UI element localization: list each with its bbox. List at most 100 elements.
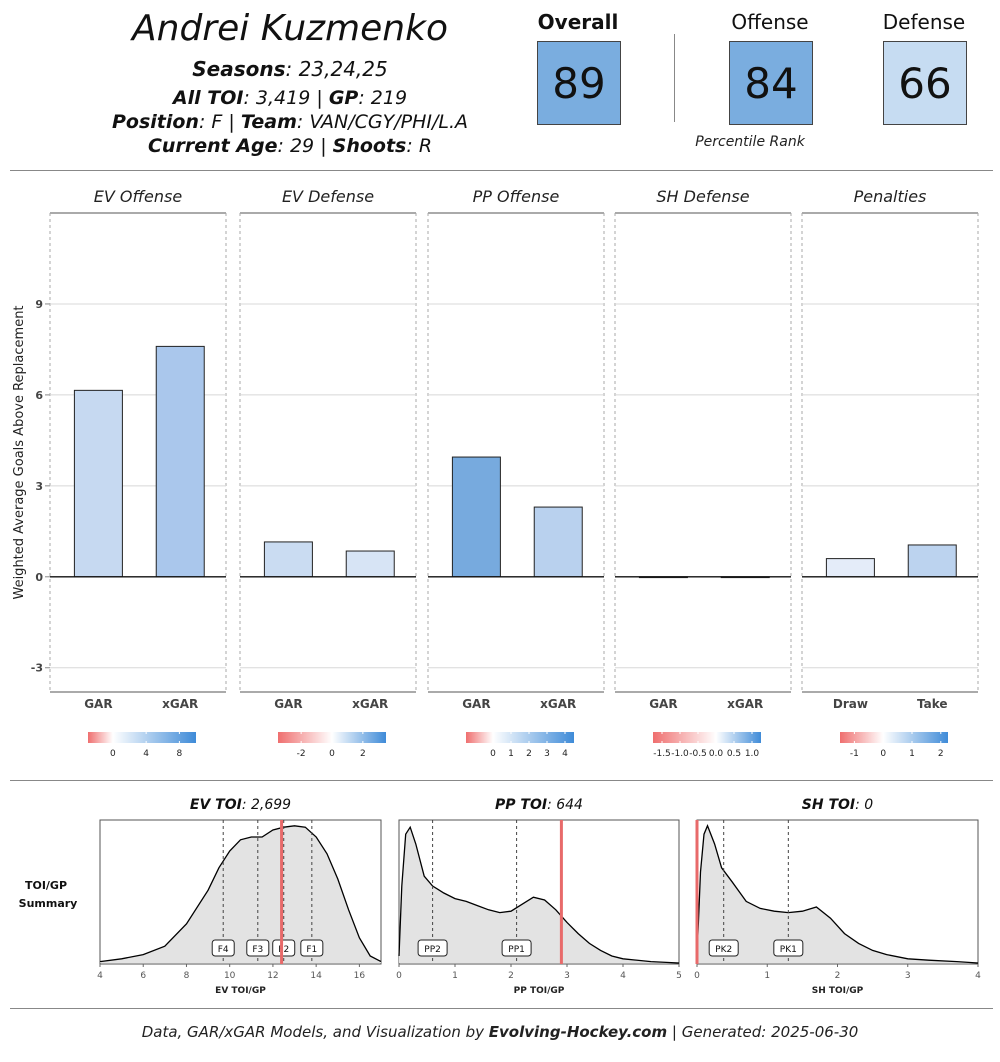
- gp-label: GP: [328, 87, 359, 109]
- marker-label: F3: [252, 945, 263, 955]
- x-tick-label: 3: [905, 971, 911, 981]
- marker-label-box: [417, 939, 448, 957]
- x-tick-label: 4: [975, 971, 981, 981]
- y-tick-label: 6: [35, 389, 43, 402]
- marker-label-box: [272, 939, 296, 957]
- y-tick-label: 3: [35, 480, 43, 493]
- bar-gar: [263, 541, 313, 578]
- legend-bar: [88, 732, 196, 743]
- legend-tick-label: 4: [143, 749, 149, 759]
- bar-take: [907, 544, 957, 578]
- offense-score: 84: [729, 41, 813, 125]
- age-value: 29: [289, 135, 315, 157]
- bar-xgar: [345, 550, 395, 578]
- seasons-line: Seasons: 23,24,25: [192, 57, 388, 81]
- x-axis-label: SH TOI/GP: [812, 986, 864, 996]
- bar-xgar: [155, 345, 205, 578]
- legend-tick-label: 1.0: [745, 749, 760, 759]
- x-tick-label: GAR: [84, 697, 112, 711]
- marker-label: F1: [306, 945, 317, 955]
- x-tick-label: Take: [917, 697, 948, 711]
- position-value: F: [211, 111, 223, 133]
- x-tick-label: GAR: [649, 697, 677, 711]
- density-line: [696, 824, 979, 964]
- toi-value: 3,419: [255, 87, 311, 109]
- legend-tick-label: -2: [297, 749, 306, 759]
- bar-gar: [451, 456, 501, 578]
- x-tick-label: xGAR: [162, 697, 198, 711]
- x-tick-label: 2: [508, 971, 514, 981]
- x-tick-label: 0: [396, 971, 402, 981]
- toi-label: All TOI: [172, 87, 244, 109]
- divider-bottom: [10, 1008, 993, 1009]
- x-axis-label: PP TOI/GP: [514, 986, 565, 996]
- density-area: [399, 827, 679, 963]
- marker-label: PK1: [780, 945, 797, 955]
- separator: |: [320, 135, 327, 157]
- score-divider: [674, 34, 675, 122]
- offense-title: Offense: [731, 10, 809, 34]
- gp-value: 219: [370, 87, 408, 109]
- panel-title: EV Defense: [282, 187, 374, 206]
- y-tick-label: -3: [31, 662, 43, 675]
- divider-middle: [10, 780, 993, 781]
- x-tick-label: xGAR: [540, 697, 576, 711]
- separator: |: [228, 111, 235, 133]
- legend-tick-label: -0.5: [689, 749, 707, 759]
- legend-tick-label: 0: [329, 749, 335, 759]
- density-line: [99, 825, 382, 963]
- legend-tick-label: 0: [880, 749, 886, 759]
- panel-title: PP Offense: [473, 187, 560, 206]
- marker-label-box: [246, 939, 270, 957]
- x-tick-label: 1: [452, 971, 458, 981]
- legend-tick-label: 0: [490, 749, 496, 759]
- x-tick-label: 3: [564, 971, 570, 981]
- legend-bar: [278, 732, 386, 743]
- legend-tick-label: 4: [562, 749, 568, 759]
- density-area: [100, 825, 381, 963]
- panel-title: EV Offense: [94, 187, 183, 206]
- y-tick-label: 0: [35, 571, 43, 584]
- overall-title: Overall: [537, 10, 619, 34]
- x-tick-label: GAR: [462, 697, 490, 711]
- gar-panel-pp-offense: PP Offense GAR xGAR 0 1 2 3 4: [427, 187, 605, 759]
- marker-label-box: [300, 939, 324, 957]
- legend-tick-label: 1: [909, 749, 915, 759]
- legend-bar: [840, 732, 948, 743]
- gar-panel-ev-defense: EV Defense GAR xGAR -2 0 2: [239, 187, 417, 759]
- toi-panel-ev-toi: EV TOI: 2,699 F4 F3 F2 F1 4 6 8 10 12 14 16 EV TOI/G…: [97, 797, 382, 996]
- bar-gar: [73, 389, 123, 578]
- percentile-rank-note: Percentile Rank: [695, 134, 805, 150]
- age-line: Current Age: 29 | Shoots: R: [147, 135, 433, 157]
- x-tick-label: 16: [354, 971, 366, 981]
- x-tick-label: 1: [764, 971, 770, 981]
- x-tick-label: 4: [97, 971, 103, 981]
- density-line: [398, 825, 680, 964]
- legend-tick-label: 2: [938, 749, 944, 759]
- age-label: Current Age: [147, 135, 278, 157]
- legend-bar: [653, 732, 761, 743]
- marker-label-box: [211, 939, 235, 957]
- x-tick-label: 12: [267, 971, 278, 981]
- legend-tick-label: 3: [544, 749, 550, 759]
- marker-label: PP1: [508, 945, 525, 955]
- legend-tick-label: 8: [177, 749, 183, 759]
- panel-title: Penalties: [854, 187, 927, 206]
- x-tick-label: 14: [310, 971, 322, 981]
- x-tick-label: 10: [224, 971, 236, 981]
- legend-tick-label: 1: [508, 749, 514, 759]
- toi-summary-title: TOI/GP: [25, 879, 67, 892]
- bar-draw: [825, 558, 875, 578]
- toi-panel-title: PP TOI: 644: [495, 797, 583, 813]
- marker-label-box: [773, 939, 804, 957]
- legend-tick-label: 0: [110, 749, 116, 759]
- footer-suffix: | Generated: 2025-06-30: [671, 1023, 859, 1041]
- x-tick-label: 6: [140, 971, 146, 981]
- player-name: Andrei Kuzmenko: [132, 8, 448, 49]
- divider-top: [10, 170, 993, 171]
- toi-panel-pp-toi: PP TOI: 644 PP2 PP1 0 1 2 3 4 5 PP TOI/GP: [396, 797, 682, 996]
- x-tick-label: 2: [835, 971, 841, 981]
- toi-panel-sh-toi: SH TOI: 0 PK2 PK1 0 1 2 3 4 SH TOI/GP: [694, 797, 981, 996]
- legend-tick-label: -1: [850, 749, 859, 759]
- x-tick-label: GAR: [274, 697, 302, 711]
